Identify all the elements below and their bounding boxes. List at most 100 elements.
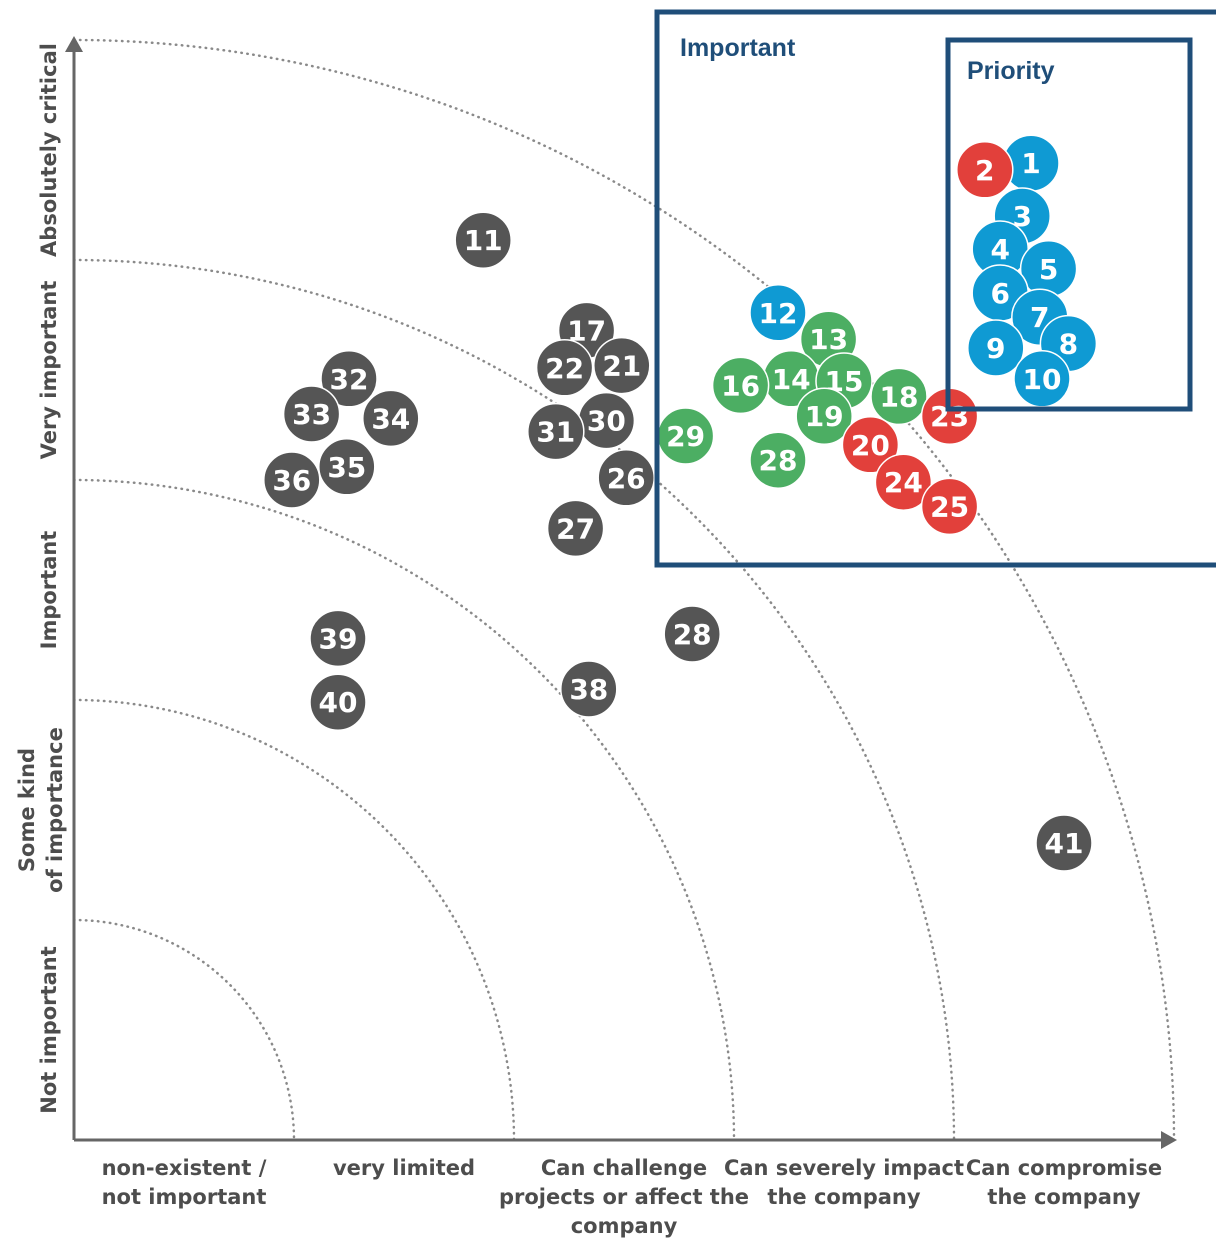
bubble-circle xyxy=(956,141,1014,199)
bubble-label: 31 xyxy=(536,416,575,449)
bubble-33-gray: 33 xyxy=(282,385,341,443)
bubble-label: 36 xyxy=(272,464,311,497)
y-tick-label: Some kind of importance xyxy=(15,727,67,893)
x-tick-label: Can compromise the company xyxy=(966,1156,1162,1209)
bubble-circle xyxy=(320,350,378,408)
bubble-label: 39 xyxy=(319,622,358,655)
bubble-2-red: 2 xyxy=(956,141,1014,199)
bubble-label: 8 xyxy=(1059,328,1078,361)
bubble-label: 2 xyxy=(975,154,994,187)
bubble-label: 9 xyxy=(986,332,1005,365)
bubble-circle xyxy=(318,438,376,496)
ring-1 xyxy=(72,918,296,1142)
x-axis-arrow xyxy=(1161,1131,1177,1149)
bubble-5-blue: 5 xyxy=(1019,240,1078,298)
bubble-label: 30 xyxy=(587,405,626,438)
bubble-31-gray: 31 xyxy=(527,402,585,461)
bubble-label: 6 xyxy=(990,277,1009,310)
bubble-label: 25 xyxy=(930,490,969,523)
bubble-label: 16 xyxy=(721,369,760,402)
y-tick-label: Important xyxy=(37,531,61,650)
x-tick-labels: non-existent / not important very limited C… xyxy=(102,1156,1163,1238)
bubble-circle xyxy=(711,356,770,415)
bubble-18-green: 18 xyxy=(870,367,928,426)
bubble-circle xyxy=(362,389,420,448)
bubble-label: 4 xyxy=(990,233,1009,266)
bubble-label: 19 xyxy=(805,400,844,433)
bubble-circle xyxy=(527,402,585,461)
bubble-label: 10 xyxy=(1023,363,1062,396)
bubble-circle xyxy=(967,319,1025,377)
bubble-26-gray: 26 xyxy=(597,449,655,507)
bubble-20-red: 20 xyxy=(841,416,900,474)
bubble-label: 35 xyxy=(327,451,366,484)
bubble-34-gray: 34 xyxy=(362,389,420,448)
bubble-30-gray: 30 xyxy=(577,391,636,450)
bubble-36-gray: 36 xyxy=(263,451,321,509)
y-tick-label: Very important xyxy=(37,281,61,460)
ring-4 xyxy=(72,258,956,1142)
bubble-label: 12 xyxy=(759,297,798,330)
chart-axes xyxy=(65,36,1177,1149)
bubble-label: 26 xyxy=(607,462,646,495)
bubble-22-gray: 22 xyxy=(535,339,594,397)
bubble-circle xyxy=(841,416,900,474)
bubble-label: 1 xyxy=(1021,147,1040,180)
y-tick-labels: Not important Some kind of importance Impor… xyxy=(15,43,67,1114)
bubble-label: 22 xyxy=(545,352,584,385)
bubble-label: 11 xyxy=(464,224,503,257)
y-tick-label: Not important xyxy=(37,946,61,1113)
important-box xyxy=(654,9,1216,568)
bubble-24-red: 24 xyxy=(874,453,933,511)
highlight-boxes: Important Priority xyxy=(654,9,1216,568)
bubble-circle xyxy=(593,336,651,395)
priority-box-title: Priority xyxy=(967,57,1055,85)
x-tick-label: Can challenge projects or affect the compa… xyxy=(499,1156,749,1238)
bubble-label: 5 xyxy=(1039,253,1058,286)
x-tick-label: very limited xyxy=(333,1156,475,1180)
bubble-circle xyxy=(560,660,618,718)
bubble-label: 41 xyxy=(1045,827,1084,860)
bubble-circle xyxy=(263,451,321,509)
bubble-label: 18 xyxy=(880,380,919,413)
bubble-circle xyxy=(282,385,341,443)
bubble-28-green: 28 xyxy=(749,431,807,489)
bubble-circle xyxy=(870,367,928,426)
bubble-19-green: 19 xyxy=(795,387,853,445)
bubble-11-gray: 11 xyxy=(454,211,512,269)
bubble-circle xyxy=(749,284,807,342)
x-tick-label: non-existent / not important xyxy=(102,1156,267,1209)
bubble-39-gray: 39 xyxy=(309,609,367,668)
bubble-label: 27 xyxy=(556,512,595,545)
bubble-circle xyxy=(874,453,933,511)
bubble-label: 20 xyxy=(851,429,890,462)
bubble-21-gray: 21 xyxy=(593,336,651,395)
bubble-1-blue: 1 xyxy=(1002,134,1060,192)
bubble-label: 32 xyxy=(330,363,369,396)
bubble-circle xyxy=(663,605,721,663)
bubble-label: 33 xyxy=(292,398,331,431)
bubble-label: 40 xyxy=(319,686,358,719)
bubble-circle xyxy=(309,609,367,668)
bubble-circle xyxy=(535,339,594,397)
bubble-27-gray: 27 xyxy=(546,499,605,558)
bubble-label: 28 xyxy=(759,444,798,477)
bubble-circle xyxy=(1035,814,1093,872)
y-axis-arrow xyxy=(65,36,83,52)
bubble-label: 24 xyxy=(884,466,923,499)
bubble-41-gray: 41 xyxy=(1035,814,1093,872)
ring-3 xyxy=(72,478,736,1142)
bubble-circle xyxy=(546,499,605,558)
bubble-label: 13 xyxy=(809,323,848,356)
bubble-circle xyxy=(597,449,655,507)
bubble-40-gray: 40 xyxy=(309,673,367,731)
bubble-label: 34 xyxy=(371,402,410,435)
bubble-label: 14 xyxy=(772,363,811,396)
bubble-16-green: 16 xyxy=(711,356,770,415)
y-tick-label: Absolutely critical xyxy=(37,43,61,257)
bubble-28-gray: 28 xyxy=(663,605,721,663)
bubble-circle xyxy=(920,477,979,536)
bubble-circle xyxy=(309,673,367,731)
